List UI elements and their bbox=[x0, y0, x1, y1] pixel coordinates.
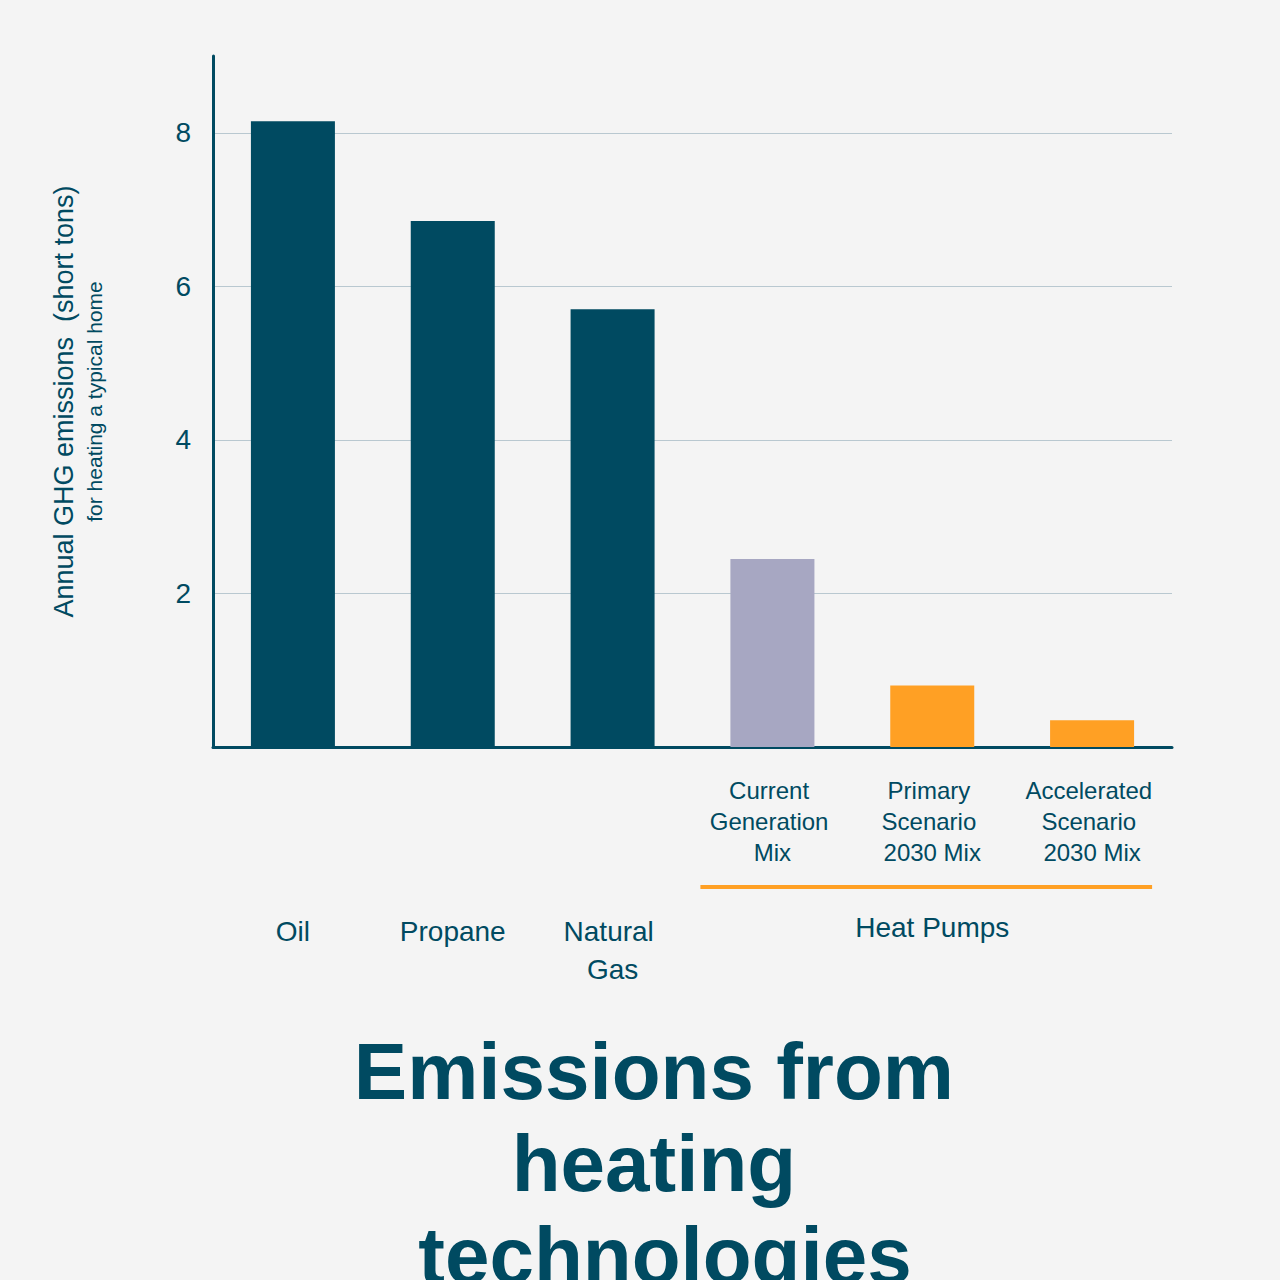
svg-text:2: 2 bbox=[175, 578, 191, 609]
svg-text:Oil: Oil bbox=[276, 916, 310, 947]
svg-text:Heat Pumps: Heat Pumps bbox=[855, 912, 1009, 943]
svg-text:Natural: Natural bbox=[564, 916, 662, 947]
svg-text:Mix: Mix bbox=[754, 839, 791, 866]
svg-text:Current: Current bbox=[729, 777, 816, 804]
svg-text:4: 4 bbox=[175, 424, 191, 455]
svg-text:Generation: Generation bbox=[710, 808, 835, 835]
svg-text:8: 8 bbox=[175, 117, 191, 148]
svg-text:2030 Mix: 2030 Mix bbox=[884, 839, 981, 866]
svg-text:Scenario: Scenario bbox=[882, 808, 983, 835]
svg-text:Gas: Gas bbox=[587, 954, 638, 985]
svg-text:technologies: technologies bbox=[418, 1211, 911, 1280]
svg-text:Accelerated: Accelerated bbox=[1025, 777, 1158, 804]
svg-text:Primary: Primary bbox=[888, 777, 977, 804]
svg-text:for heating a typical home: for heating a typical home bbox=[83, 281, 106, 521]
svg-text:Annual GHG emissions (short t: Annual GHG emissions (short tons) bbox=[49, 185, 79, 617]
svg-text:Scenario: Scenario bbox=[1041, 808, 1142, 835]
svg-text:2030 Mix: 2030 Mix bbox=[1043, 839, 1140, 866]
svg-text:6: 6 bbox=[175, 271, 191, 302]
svg-text:Propane: Propane bbox=[400, 916, 506, 947]
svg-text:Emissions from: Emissions from bbox=[354, 1027, 976, 1116]
svg-text:heating: heating bbox=[512, 1119, 819, 1208]
